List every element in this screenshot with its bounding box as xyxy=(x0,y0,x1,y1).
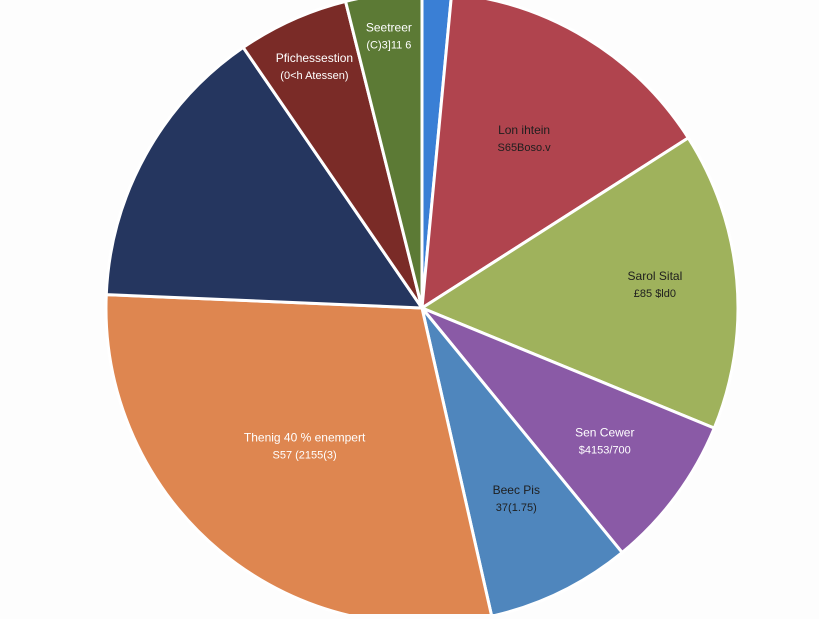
pie-slice-2 xyxy=(420,136,740,430)
slice-value-5: S57 (2155(3) xyxy=(272,450,336,462)
slice-value-1: S65Boso.v xyxy=(497,142,551,154)
pie-slice-6 xyxy=(104,45,424,310)
slice-label-1: Lon ihtein xyxy=(498,123,550,137)
pie-slice-3 xyxy=(420,306,716,555)
slice-value-3: $4153/700 xyxy=(579,444,631,456)
slice-label-4: Beec Pis xyxy=(493,483,540,497)
pie-slice-8 xyxy=(344,0,424,310)
slice-value-2: £85 $ld0 xyxy=(634,288,676,300)
slice-value-8: (C)3]11 6 xyxy=(366,39,411,51)
pie-slice-5 xyxy=(104,293,494,619)
slice-label-8: Seetreer xyxy=(366,20,412,34)
slice-label-3: Sen Cewer xyxy=(575,425,634,439)
pie-slice-1 xyxy=(420,0,690,310)
pie-slices xyxy=(104,0,740,619)
pie-labels: Lon ihtein S65Boso.v Sarol Sital £85 $ld0 Se… xyxy=(244,20,682,514)
slice-label-5: Thenig 40 % enempert xyxy=(244,431,366,445)
slice-value-7: (0<h Atessen) xyxy=(280,70,348,82)
slice-value-4: 37(1.75) xyxy=(496,502,537,514)
slice-label-2: Sarol Sital xyxy=(628,269,683,283)
slice-label-7: Pfichessestion xyxy=(276,51,353,65)
